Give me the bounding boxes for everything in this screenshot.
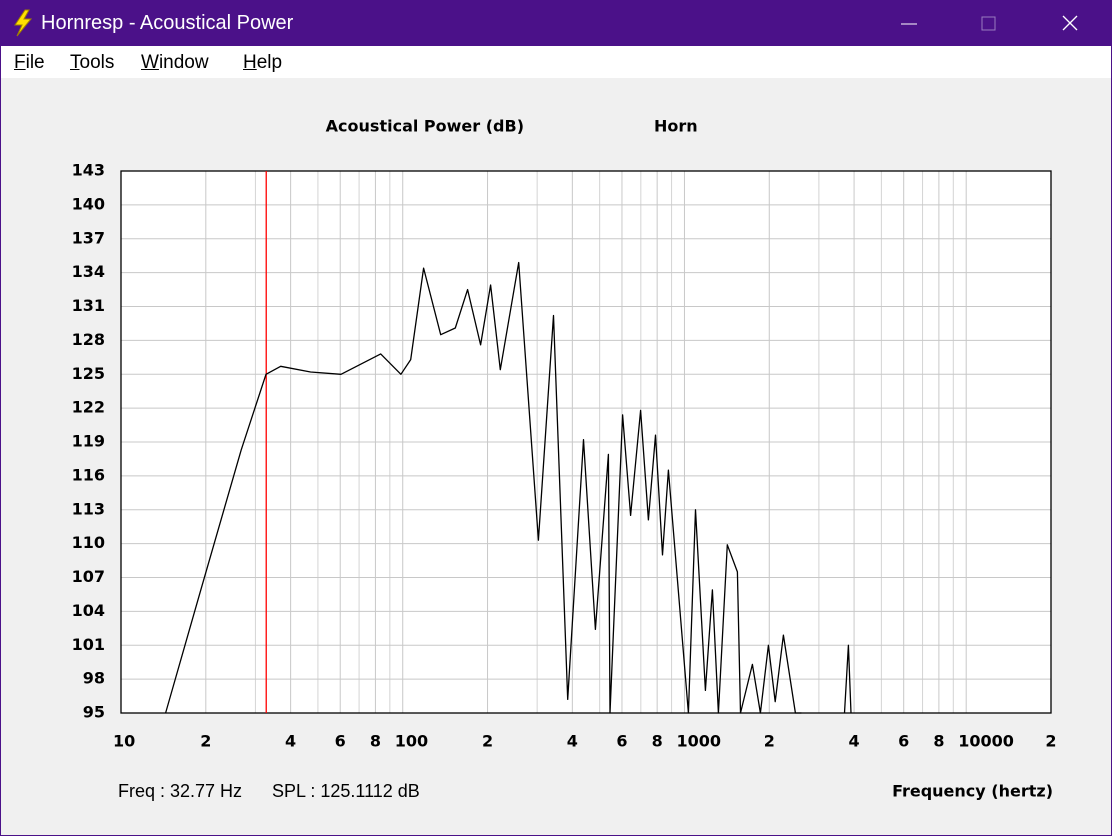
app-icon	[14, 9, 33, 37]
y-tick-label: 107	[72, 567, 105, 586]
data-line	[843, 644, 852, 714]
menu-bar: File Tools Window Help	[1, 46, 1111, 78]
x-tick-label: 10000	[958, 732, 1014, 751]
menu-item[interactable]: File	[14, 52, 45, 73]
x-tick-label: 4	[849, 732, 860, 751]
menu-item[interactable]: Tools	[70, 52, 115, 73]
x-tick-label: 8	[933, 732, 944, 751]
y-tick-label: 116	[72, 465, 105, 484]
title-bar: Hornresp - Acoustical Power	[1, 0, 1111, 46]
window-title: Hornresp - Acoustical Power	[41, 12, 294, 34]
spl-readout: SPL : 125.1112 dB	[272, 781, 420, 801]
close-button[interactable]	[1062, 15, 1078, 31]
y-tick-label: 134	[72, 262, 105, 281]
x-tick-label: 10	[113, 732, 135, 751]
plot-frame	[120, 170, 1052, 714]
x-tick-label: 6	[898, 732, 909, 751]
menu-item[interactable]: Window	[141, 52, 209, 73]
y-tick-label: 122	[72, 398, 105, 417]
y-tick-label: 104	[72, 601, 105, 620]
freq-readout: Freq : 32.77 Hz	[118, 781, 242, 801]
x-tick-label: 2	[1045, 732, 1056, 751]
x-tick-label: 2	[200, 732, 211, 751]
x-tick-label: 2	[764, 732, 775, 751]
y-tick-label: 143	[72, 161, 105, 180]
x-tick-label: 2	[482, 732, 493, 751]
y-tick-label: 137	[72, 228, 105, 247]
x-tick-label: 4	[285, 732, 296, 751]
y-tick-label: 128	[72, 330, 105, 349]
y-tick-label: 125	[72, 364, 105, 383]
y-tick-label: 113	[72, 499, 105, 518]
y-tick-label: 110	[72, 533, 105, 552]
maximize-button[interactable]	[981, 16, 996, 31]
x-tick-label: 1000	[676, 732, 721, 751]
x-tick-label: 6	[335, 732, 346, 751]
window-controls	[901, 15, 1078, 31]
x-tick-label: 100	[395, 732, 428, 751]
x-tick-label: 6	[616, 732, 627, 751]
data-line	[164, 261, 802, 714]
y-tick-label: 131	[72, 296, 105, 315]
x-tick-label: 4	[567, 732, 578, 751]
x-tick-label: 8	[370, 732, 381, 751]
chart-subtitle: Horn	[654, 117, 698, 136]
y-tick-label: 98	[83, 669, 105, 688]
y-tick-label: 119	[72, 432, 105, 451]
y-tick-label: 140	[72, 194, 105, 213]
menu-item[interactable]: Help	[243, 52, 283, 73]
y-tick-label: 95	[83, 703, 105, 722]
y-tick-label: 101	[72, 635, 105, 654]
x-axis-label: Frequency (hertz)	[892, 782, 1053, 801]
chart-title: Acoustical Power (dB)	[326, 117, 524, 136]
x-tick-label: 8	[652, 732, 663, 751]
